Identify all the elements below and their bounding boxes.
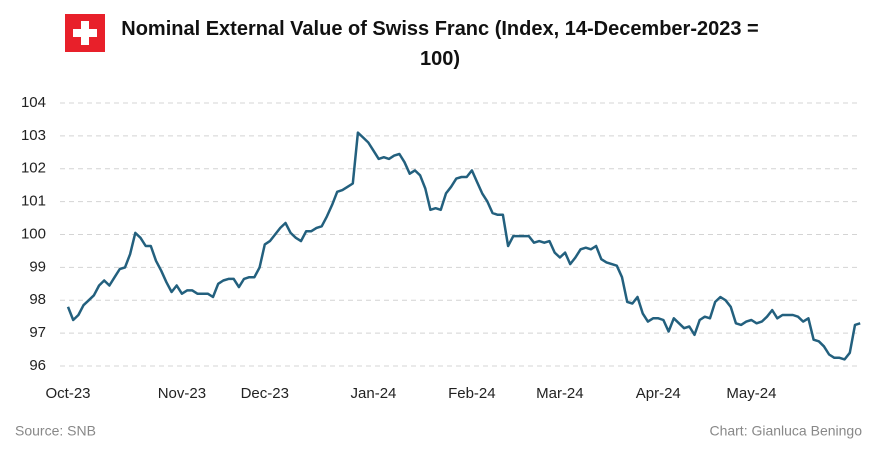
x-tick-label: Mar-24 [536, 385, 584, 402]
y-tick-label: 101 [21, 193, 46, 210]
flag-cross [73, 29, 97, 37]
y-tick-label: 104 [21, 94, 46, 111]
x-tick-label: Feb-24 [448, 385, 496, 402]
chart-title: Nominal External Value of Swiss Franc (I… [121, 18, 759, 70]
y-tick-label: 103 [21, 127, 46, 144]
x-tick-label: May-24 [726, 385, 776, 402]
y-tick-label: 100 [21, 225, 46, 242]
y-tick-label: 99 [29, 258, 46, 275]
x-tick-label: Dec-23 [241, 385, 289, 402]
y-tick-label: 96 [29, 357, 46, 374]
x-tick-label: Oct-23 [45, 385, 90, 402]
credit: Chart: Gianluca Beningo [709, 423, 862, 439]
data-line [66, 131, 861, 361]
y-tick-label: 102 [21, 160, 46, 177]
x-tick-label: Apr-24 [636, 385, 681, 402]
y-tick-label: 98 [29, 291, 46, 308]
x-tick-label: Nov-23 [158, 385, 206, 402]
y-tick-label: 97 [29, 324, 46, 341]
x-tick-label: Jan-24 [351, 385, 397, 402]
source: Source: SNB [15, 423, 96, 439]
